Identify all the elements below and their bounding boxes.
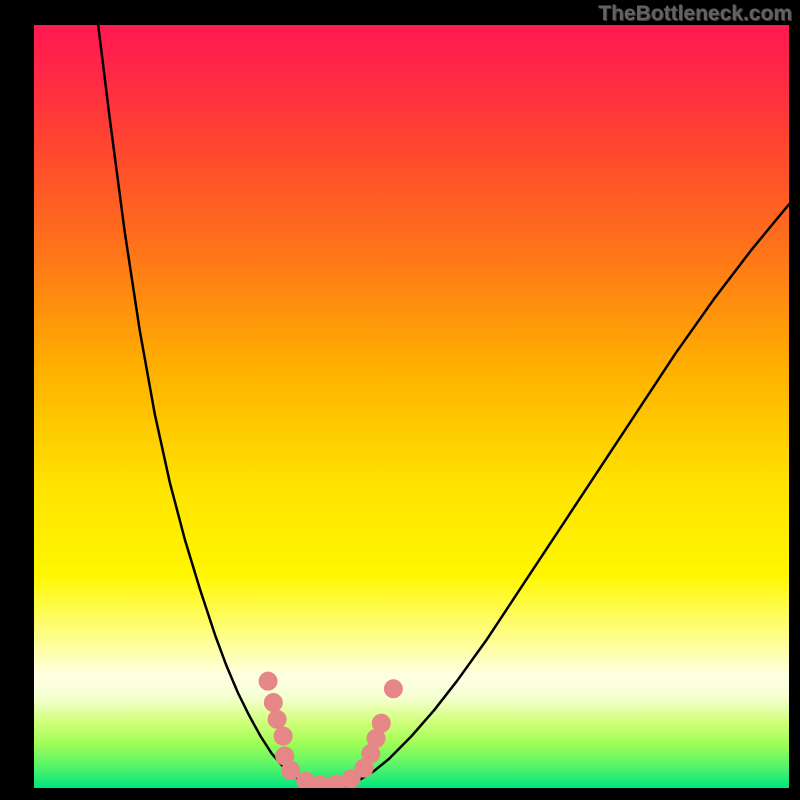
marker-point <box>384 680 402 698</box>
marker-point <box>282 761 300 779</box>
chart-svg <box>0 0 800 800</box>
watermark-text: TheBottleneck.com <box>598 2 792 26</box>
marker-point <box>264 694 282 712</box>
plot-background <box>34 25 789 788</box>
marker-point <box>274 727 292 745</box>
marker-point <box>372 714 390 732</box>
chart-container: TheBottleneck.com <box>0 0 800 800</box>
marker-point <box>259 672 277 690</box>
marker-point <box>268 710 286 728</box>
